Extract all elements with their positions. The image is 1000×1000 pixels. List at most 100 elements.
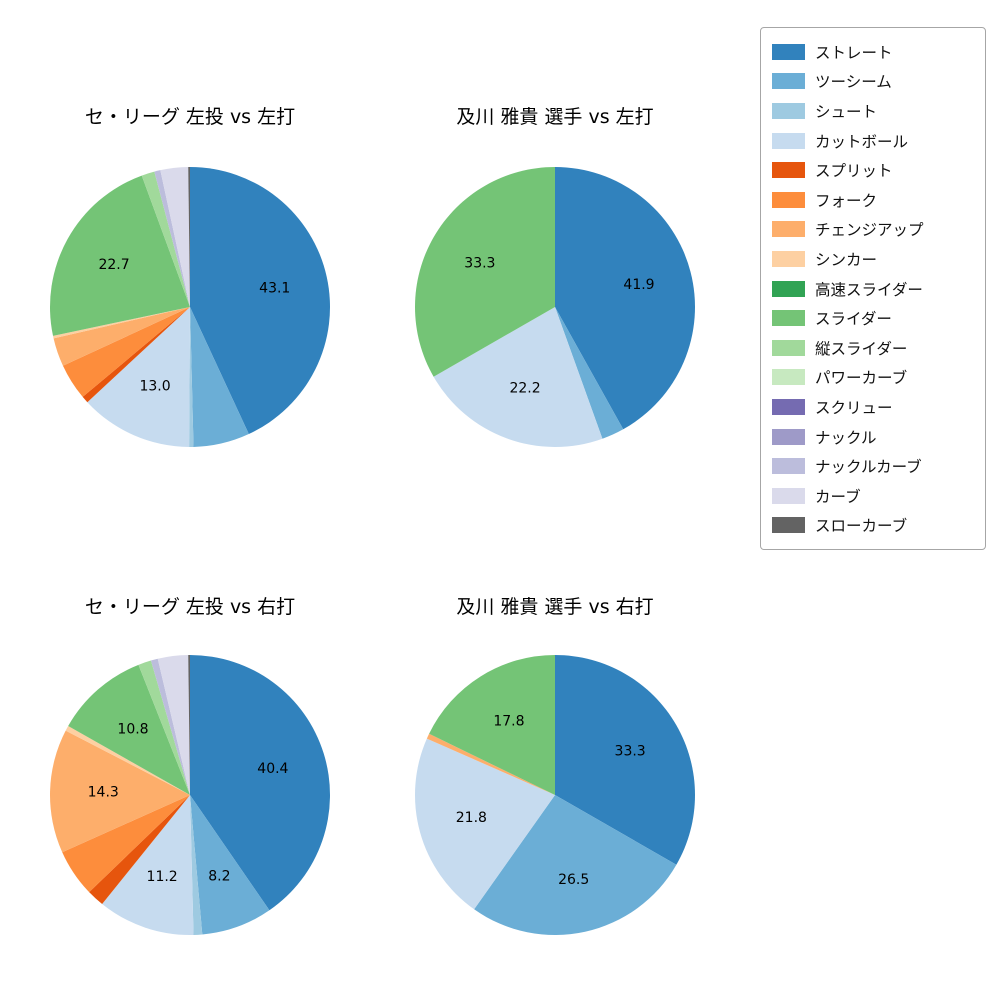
legend-item: 高速スライダー [772, 274, 974, 304]
legend-label: ナックルカーブ [815, 458, 922, 477]
legend-swatch [772, 221, 805, 238]
legend-item: 縦スライダー [772, 333, 974, 363]
pie-percent-label: 41.9 [623, 277, 654, 293]
pie-percent-label: 40.4 [257, 761, 288, 777]
legend-item: スクリュー [772, 392, 974, 422]
pie-slice-ストレート [555, 167, 695, 430]
legend-label: 高速スライダー [815, 280, 923, 299]
pie-slice-ストレート [190, 655, 330, 911]
legend-item: ツーシーム [772, 67, 974, 97]
pie-percent-label: 21.8 [456, 810, 487, 826]
legend-label: シュート [815, 102, 878, 121]
chart-title-league-vs-left: セ・リーグ 左投 vs 左打 [84, 106, 296, 128]
pie-slice-スローカーブ [188, 655, 190, 795]
pie-slice-スライダー [429, 655, 555, 795]
pie-slice-カットボール [87, 307, 190, 447]
legend-item: ナックルカーブ [772, 451, 974, 481]
legend-label: ツーシーム [815, 73, 892, 92]
legend-item: フォーク [772, 185, 974, 215]
pie-slice-ナックルカーブ [150, 658, 190, 795]
legend-label: スローカーブ [815, 517, 908, 536]
pie-percent-label: 13.0 [139, 378, 170, 394]
legend-swatch [772, 487, 805, 504]
legend-item: カットボール [772, 126, 974, 156]
pie-slice-フォーク [62, 795, 190, 893]
pie-percent-label: 14.3 [88, 785, 119, 801]
legend-label: スクリュー [815, 398, 893, 417]
pie-slice-シュート [189, 307, 194, 447]
legend-swatch [772, 73, 805, 90]
pie-percent-label: 22.7 [98, 257, 129, 273]
legend-swatch [772, 458, 805, 475]
pie-slice-シュート [190, 795, 203, 935]
pie-slice-チェンジアップ [53, 307, 190, 366]
legend-label: スプリット [815, 162, 893, 181]
legend-swatch [772, 310, 805, 327]
legend-item: シュート [772, 96, 974, 126]
legend-swatch [772, 43, 805, 60]
legend-swatch [772, 132, 805, 149]
legend-swatch [772, 280, 805, 297]
pie-slice-ツーシーム [190, 795, 270, 935]
pie-slice-ツーシーム [555, 307, 624, 439]
pie-chart-oikawa-vs-right: 33.3 26.5 21.8 17.8 [405, 645, 705, 945]
pie-slice-カーブ [157, 655, 190, 795]
legend-swatch [772, 191, 805, 208]
legend-swatch [772, 369, 805, 386]
pie-percent-label: 33.3 [464, 256, 495, 272]
pie-slice-カットボール [415, 738, 555, 910]
legend-swatch [772, 339, 805, 356]
legend-label: パワーカーブ [815, 369, 908, 388]
pie-chart-oikawa-vs-left: 41.9 22.2 33.3 [405, 157, 705, 457]
legend-label: スライダー [815, 310, 892, 329]
legend-label: チェンジアップ [815, 221, 924, 240]
legend-item: スローカーブ [772, 511, 974, 541]
legend-label: カットボール [815, 132, 909, 151]
legend-label: ストレート [815, 43, 893, 62]
legend-items: ストレートツーシームシュートカットボール スプリットフォークチェンジアップ シンカー… [772, 37, 974, 540]
legend-swatch [772, 517, 805, 534]
pie-slice-スライダー [49, 175, 190, 336]
pie-slice-カーブ [160, 167, 190, 307]
pie-svg: 41.9 22.2 33.3 [415, 167, 695, 447]
pie-slice-スプリット [82, 307, 190, 403]
pie-slice-ストレート [555, 655, 695, 865]
pie-svg: 33.3 26.5 21.8 17.8 [415, 655, 695, 935]
pie-slice-縦スライダー [138, 660, 190, 795]
pie-percent-label: 26.5 [558, 872, 589, 888]
pie-percent-label: 43.1 [259, 280, 290, 296]
pie-slice-スライダー [68, 664, 190, 795]
chart-title-oikawa-vs-left: 及川 雅貴 選手 vs 左打 [456, 106, 654, 128]
pie-slice-縦スライダー [141, 171, 190, 307]
legend-item: ストレート [772, 37, 974, 67]
legend: ストレートツーシームシュートカットボール スプリットフォークチェンジアップ シンカー… [760, 27, 986, 551]
pie-slice-チェンジアップ [49, 730, 191, 853]
pie-slice-シンカー [52, 307, 190, 339]
legend-item: パワーカーブ [772, 363, 974, 393]
pie-chart-league-vs-left: 43.1 13.0 22.7 [40, 157, 340, 457]
pie-slice-スライダー [415, 167, 555, 377]
pie-percent-label: 22.2 [509, 380, 540, 396]
legend-label: シンカー [815, 250, 878, 269]
legend-item: スプリット [772, 155, 974, 185]
chart-title-oikawa-vs-right: 及川 雅貴 選手 vs 右打 [456, 596, 654, 618]
pie-slice-ストレート [190, 167, 331, 435]
pie-slice-ツーシーム [474, 795, 677, 935]
pie-slice-チェンジアップ [426, 733, 555, 795]
legend-item: シンカー [772, 244, 974, 274]
pie-slice-シンカー [65, 726, 190, 795]
legend-label: ナックル [815, 428, 877, 447]
pie-slice-フォーク [62, 307, 190, 397]
pie-slice-スプリット [89, 795, 190, 904]
pie-slice-ナックルカーブ [154, 170, 190, 307]
legend-swatch [772, 250, 805, 267]
pie-percent-label: 33.3 [615, 744, 646, 760]
legend-item: カーブ [772, 481, 974, 511]
pie-percent-label: 8.2 [208, 869, 230, 885]
legend-item: ナックル [772, 422, 974, 452]
pie-svg: 40.4 8.2 11.2 14.3 10.8 [49, 655, 330, 935]
pie-slice-スローカーブ [188, 167, 190, 307]
legend-label: フォーク [815, 191, 878, 210]
legend-label: 縦スライダー [815, 339, 908, 358]
